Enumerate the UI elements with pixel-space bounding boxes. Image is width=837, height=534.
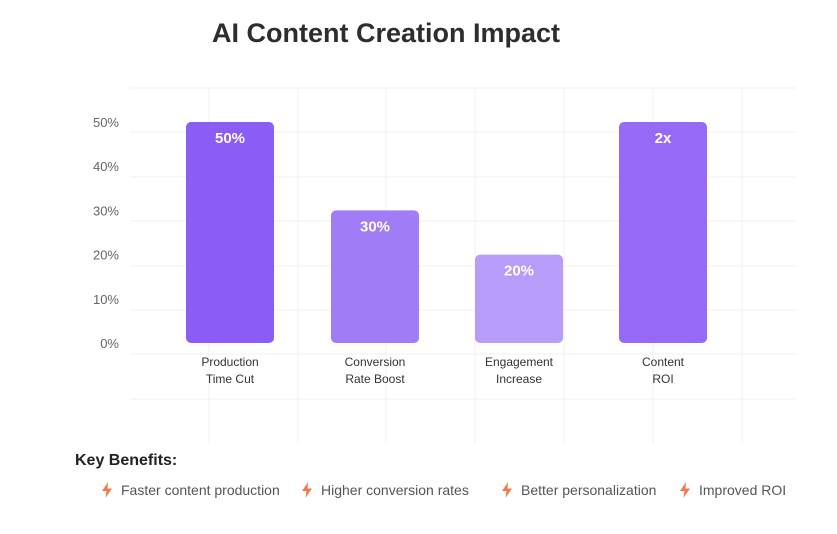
y-tick-label: 20%: [93, 248, 119, 263]
key-benefits-title: Key Benefits:: [75, 452, 178, 469]
benefit-label: Higher conversion rates: [321, 482, 469, 498]
x-category-label: Conversion: [345, 355, 406, 369]
benefit-item: Better personalization: [502, 482, 656, 498]
x-category-label: ROI: [652, 372, 673, 386]
benefit-item: Faster content production: [102, 482, 280, 498]
lightning-bolt-icon: [502, 482, 512, 498]
bar: [619, 122, 707, 343]
x-category-label: Engagement: [485, 355, 554, 369]
x-category-label: Production: [201, 355, 258, 369]
lightning-bolt-icon: [302, 482, 312, 498]
bar-chart: 0% 10% 20% 30% 40% 50% 50% Production Time Cut 30…: [93, 87, 796, 443]
bar-value-label: 30%: [360, 218, 390, 235]
benefit-label: Better personalization: [521, 482, 657, 498]
benefit-item: Improved ROI: [680, 482, 786, 498]
x-category-label: Content: [642, 355, 685, 369]
benefit-label: Improved ROI: [699, 482, 787, 498]
y-tick-label: 0%: [100, 336, 119, 351]
bar: [186, 122, 274, 343]
lightning-bolt-icon: [102, 482, 112, 498]
benefit-item: Higher conversion rates: [302, 482, 469, 498]
y-tick-label: 10%: [93, 292, 119, 307]
x-category-label: Rate Boost: [345, 372, 405, 386]
x-category-label: Increase: [496, 372, 542, 386]
lightning-bolt-icon: [680, 482, 690, 498]
benefit-label: Faster content production: [121, 482, 280, 498]
y-tick-label: 50%: [93, 115, 119, 130]
bar-value-label: 50%: [215, 130, 245, 147]
x-category-label: Time Cut: [206, 372, 255, 386]
bar: [475, 254, 563, 343]
y-tick-label: 40%: [93, 159, 119, 174]
bar-value-label: 2x: [655, 130, 672, 147]
bar: [331, 210, 419, 343]
chart-title: AI Content Creation Impact: [211, 18, 561, 48]
y-tick-label: 30%: [93, 203, 119, 218]
bar-value-label: 20%: [504, 263, 534, 280]
